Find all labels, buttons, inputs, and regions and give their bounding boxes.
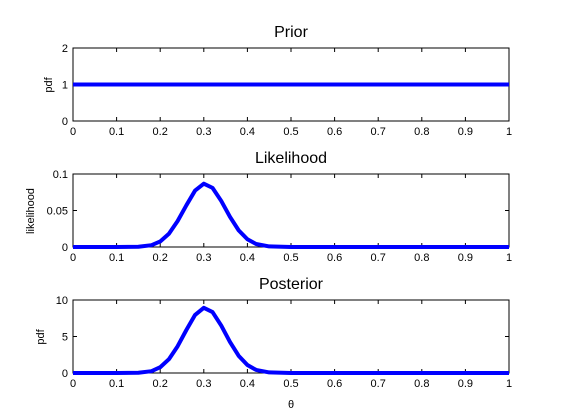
x-tick-label-posterior: 0.5 <box>283 378 298 390</box>
x-tick-label-prior: 0 <box>70 126 76 138</box>
x-tick-label-likelihood: 0 <box>70 252 76 264</box>
series-line-posterior <box>73 305 509 375</box>
x-tick-label-prior: 1 <box>506 126 512 138</box>
x-tick-label-posterior: 0.3 <box>196 378 211 390</box>
x-tick-label-prior: 0.8 <box>414 126 429 138</box>
x-tick-label-likelihood: 0.2 <box>153 252 168 264</box>
subplot-prior-title: Prior <box>274 24 308 41</box>
x-tick-label-likelihood: 0.4 <box>240 252 255 264</box>
x-tick-label-posterior: 0.1 <box>109 378 124 390</box>
subplot-likelihood-title: Likelihood <box>255 150 327 167</box>
x-tick-label-prior: 0.4 <box>240 126 255 138</box>
y-tick-label-likelihood: 0.1 <box>53 169 68 181</box>
y-tick-label-likelihood: 0 <box>62 242 68 254</box>
x-tick-label-posterior: 0.6 <box>327 378 342 390</box>
x-tick-label-prior: 0.9 <box>458 126 473 138</box>
x-tick-label-likelihood: 0.3 <box>196 252 211 264</box>
x-tick-label-prior: 0.6 <box>327 126 342 138</box>
subplot-posterior: Posterior pdf 0 0.1 0.2 0.3 0.4 0.5 0.6 0.7 0.8 0… <box>35 276 512 390</box>
x-tick-label-prior: 0.7 <box>371 126 386 138</box>
subplot-posterior-title: Posterior <box>259 276 324 293</box>
x-tick-label-posterior: 0.4 <box>240 378 255 390</box>
x-tick-label-likelihood: 0.9 <box>458 252 473 264</box>
y-tick-label-posterior: 5 <box>62 332 68 344</box>
subplot-likelihood-ylabel: likelihood <box>25 188 37 234</box>
x-tick-label-prior: 0.3 <box>196 126 211 138</box>
x-tick-label-likelihood: 0.7 <box>371 252 386 264</box>
series-line-likelihood <box>73 181 509 249</box>
x-tick-label-likelihood: 0.5 <box>283 252 298 264</box>
x-tick-label-prior: 0.2 <box>153 126 168 138</box>
x-tick-label-posterior: 0.2 <box>153 378 168 390</box>
x-tick-label-likelihood: 1 <box>506 252 512 264</box>
x-tick-label-likelihood: 0.6 <box>327 252 342 264</box>
x-tick-label-posterior: 0 <box>70 378 76 390</box>
subplot-posterior-ylabel: pdf <box>35 328 47 344</box>
x-tick-label-prior: 0.5 <box>283 126 298 138</box>
y-tick-label-posterior: 0 <box>62 368 68 380</box>
x-tick-label-likelihood: 0.1 <box>109 252 124 264</box>
y-tick-label-likelihood: 0.05 <box>47 206 68 218</box>
y-tick-label-prior: 0 <box>62 116 68 128</box>
x-tick-label-posterior: 0.9 <box>458 378 473 390</box>
y-tick-label-prior: 2 <box>62 43 68 55</box>
x-tick-label-likelihood: 0.8 <box>414 252 429 264</box>
x-tick-label-posterior: 0.7 <box>371 378 386 390</box>
subplot-prior: Prior pdf 0 0.1 0.2 0.3 0.4 0.5 0.6 0.7 0.8 0.9 10… <box>43 24 512 138</box>
x-tick-label-posterior: 0.8 <box>414 378 429 390</box>
y-tick-label-prior: 1 <box>62 80 68 92</box>
y-tick-label-posterior: 10 <box>56 295 68 307</box>
subplot-likelihood-axes: 0 0.1 0.2 0.3 0.4 0.5 0.6 0.7 0.8 0.9 1 0 0.05 0.1 <box>47 169 512 264</box>
subplot-prior-axes: 0 0.1 0.2 0.3 0.4 0.5 0.6 0.7 0.8 0.9 1 0 1 2 <box>62 43 512 138</box>
x-axis-label: θ <box>288 399 294 411</box>
x-tick-label-posterior: 1 <box>506 378 512 390</box>
subplot-likelihood: Likelihood likelihood 0 0.1 0.2 0.3 0.4 0.5 0.… <box>25 150 512 264</box>
x-tick-label-prior: 0.1 <box>109 126 124 138</box>
subplot-prior-ylabel: pdf <box>43 76 55 92</box>
